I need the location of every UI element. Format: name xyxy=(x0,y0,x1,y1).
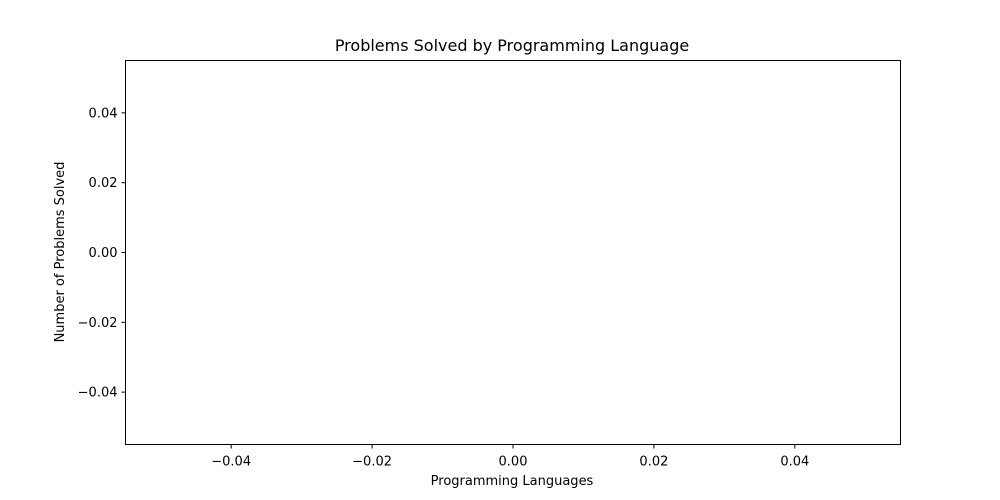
x-tick-label: 0.02 xyxy=(639,455,668,470)
y-tick-label: −0.04 xyxy=(78,386,118,401)
x-tick-label: 0.04 xyxy=(780,455,809,470)
y-tick-label: 0.04 xyxy=(89,106,118,121)
chart-title: Problems Solved by Programming Language xyxy=(335,36,689,55)
plot-area xyxy=(125,60,901,445)
y-axis: 0.04 0.02 0.00 −0.02 −0.04 xyxy=(78,106,126,401)
y-tick-label: 0.02 xyxy=(89,176,118,191)
x-tick-label: −0.02 xyxy=(352,455,392,470)
x-tick-label: 0.00 xyxy=(499,455,528,470)
x-tick-label: −0.04 xyxy=(211,455,251,470)
y-tick-label: 0.00 xyxy=(89,246,118,261)
x-axis-title: Programming Languages xyxy=(431,474,594,489)
x-axis: −0.04 −0.02 0.00 0.02 0.04 xyxy=(211,444,809,470)
y-axis-title: Number of Problems Solved xyxy=(53,162,68,343)
y-tick-label: −0.02 xyxy=(78,316,118,331)
